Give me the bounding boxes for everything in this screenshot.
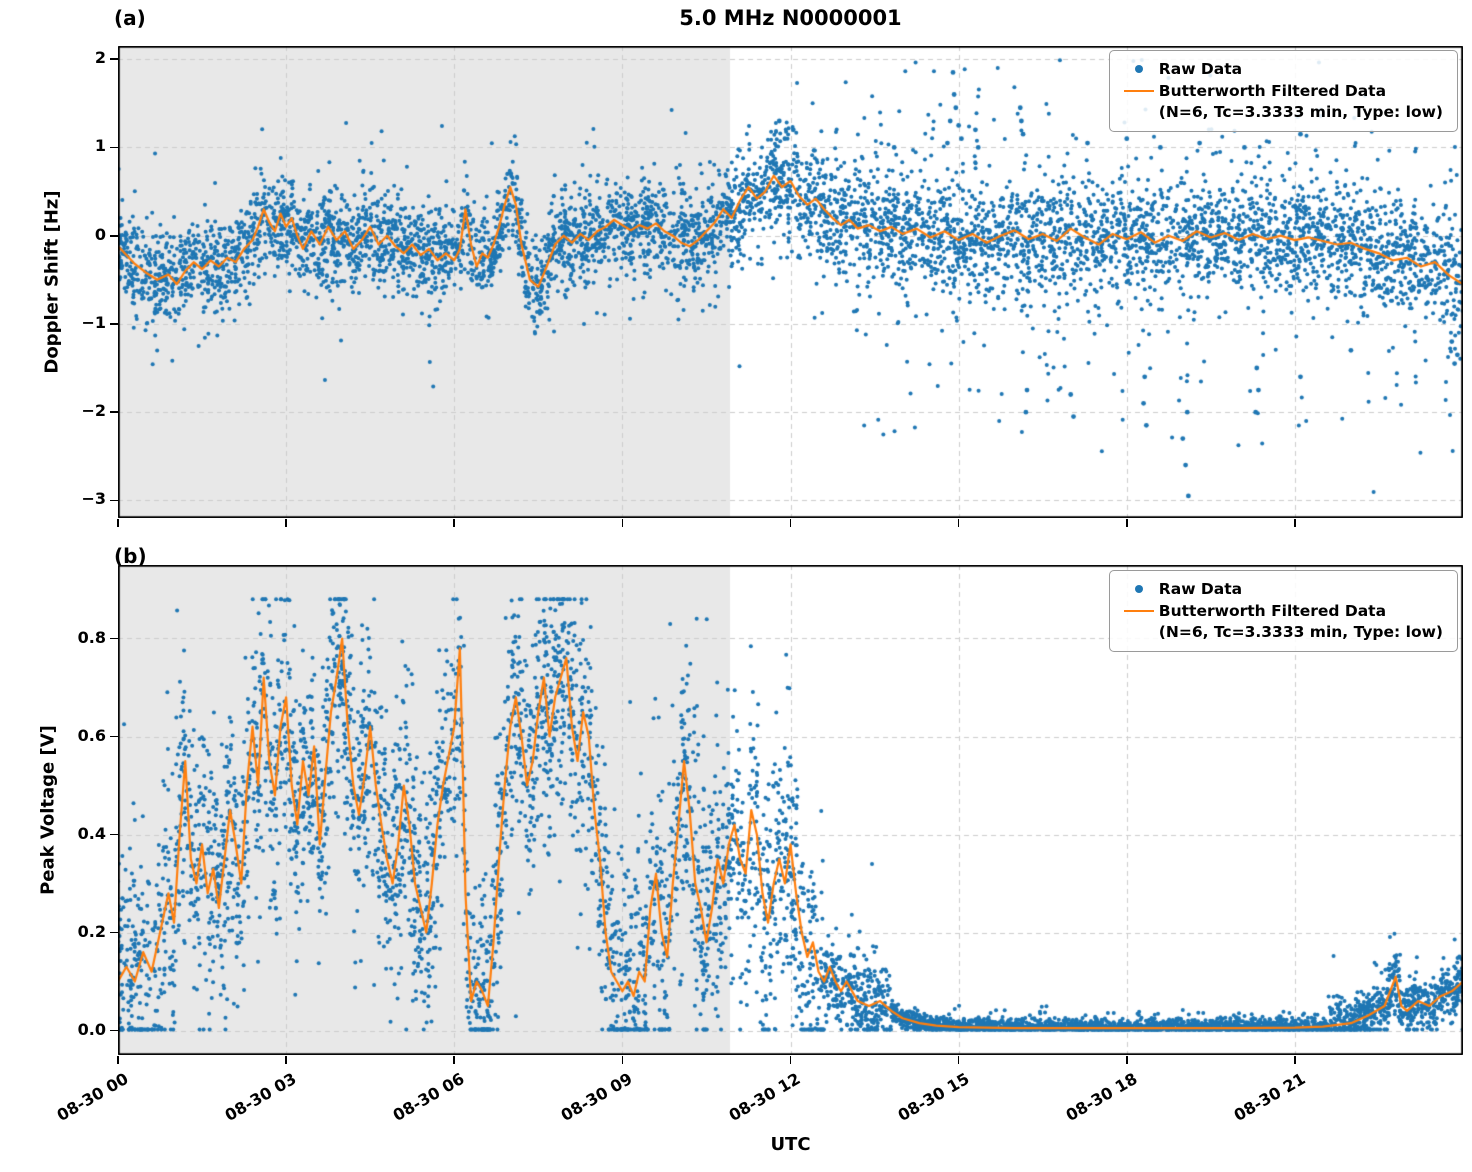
x-tick-mark	[957, 1056, 960, 1064]
x-tick-mark	[453, 519, 456, 527]
y-tick-mark	[110, 931, 118, 934]
y-tick-label: 0.6	[77, 725, 106, 745]
legend-row-filtered: Butterworth Filtered Data (N=6, Tc=3.333…	[1119, 601, 1443, 643]
x-tick-label: 08-30 09	[557, 1069, 636, 1125]
y-tick-label: 0.4	[77, 823, 106, 843]
filtered-line-icon	[1123, 609, 1154, 612]
legend-filtered-text: Butterworth Filtered Data (N=6, Tc=3.333…	[1159, 81, 1443, 123]
x-tick-label: 08-30 15	[894, 1069, 973, 1125]
x-tick-label: 08-30 21	[1230, 1069, 1309, 1125]
y-tick-mark	[110, 735, 118, 738]
y-tick-label: −2	[81, 401, 106, 421]
x-tick-mark	[117, 519, 119, 527]
x-tick-mark	[1294, 1056, 1296, 1064]
y-axis-label-voltage: Peak Voltage [V]	[37, 725, 59, 895]
x-tick-label: 08-30 18	[1062, 1069, 1141, 1125]
x-tick-mark	[1125, 1056, 1128, 1064]
x-tick-mark	[117, 1056, 119, 1064]
y-tick-label: 2	[94, 48, 106, 68]
x-tick-mark	[285, 1056, 287, 1064]
x-tick-mark	[453, 1056, 456, 1064]
raw-data-marker-icon	[1134, 585, 1143, 593]
legend-raw-label: Raw Data	[1158, 580, 1243, 598]
legend-filtered-label: Butterworth Filtered Data	[1158, 601, 1387, 620]
legend-raw-label: Raw Data	[1158, 60, 1243, 78]
legend-row-filtered: Butterworth Filtered Data (N=6, Tc=3.333…	[1119, 81, 1443, 123]
panel-a-label: (a)	[114, 6, 146, 30]
y-tick-mark	[110, 411, 118, 413]
y-tick-mark	[110, 234, 118, 237]
legend-filtered-label: Butterworth Filtered Data	[1158, 81, 1387, 100]
y-tick-label: 0.0	[77, 1019, 106, 1039]
legend-panel-b: Raw Data Butterworth Filtered Data (N=6,…	[1108, 570, 1458, 652]
x-tick-mark	[285, 519, 287, 527]
y-tick-mark	[110, 833, 118, 836]
y-tick-label: 0.8	[77, 627, 106, 647]
x-tick-mark	[621, 519, 624, 527]
legend-panel-a: Raw Data Butterworth Filtered Data (N=6,…	[1108, 50, 1458, 132]
legend-row-raw: Raw Data	[1119, 59, 1443, 80]
x-tick-label: 08-30 00	[53, 1069, 132, 1125]
plot-title: 5.0 MHz N0000001	[679, 6, 902, 30]
legend-marker-cell	[1119, 601, 1159, 612]
y-tick-mark	[110, 637, 118, 640]
y-tick-label: 0.2	[77, 921, 106, 941]
y-tick-label: −1	[81, 312, 106, 332]
x-tick-mark	[1125, 519, 1128, 527]
y-tick-mark	[110, 146, 118, 149]
x-tick-label: 08-30 12	[726, 1069, 804, 1125]
x-axis-label: UTC	[770, 1134, 811, 1155]
x-tick-mark	[621, 1056, 624, 1064]
raw-data-marker-icon	[1134, 65, 1143, 73]
legend-filtered-sublabel: (N=6, Tc=3.3333 min, Type: low)	[1158, 102, 1443, 121]
x-tick-mark	[789, 1056, 792, 1064]
y-tick-mark	[110, 323, 118, 325]
legend-marker-cell	[1119, 59, 1159, 73]
y-tick-mark	[110, 499, 118, 502]
x-tick-mark	[1294, 519, 1296, 527]
x-tick-label: 08-30 03	[221, 1069, 300, 1125]
y-axis-label-doppler: Doppler Shift [Hz]	[41, 190, 63, 374]
filtered-line-icon	[1123, 89, 1154, 92]
y-tick-label: 1	[94, 136, 106, 156]
x-tick-mark	[957, 519, 960, 527]
legend-marker-cell	[1119, 579, 1159, 593]
legend-marker-cell	[1119, 81, 1159, 92]
panel-b-label: (b)	[114, 544, 147, 568]
y-tick-label: −3	[81, 489, 106, 509]
y-tick-label: 0	[94, 224, 106, 244]
x-tick-label: 08-30 06	[389, 1069, 468, 1125]
y-tick-mark	[110, 1029, 118, 1032]
x-tick-mark	[789, 519, 792, 527]
legend-filtered-sublabel: (N=6, Tc=3.3333 min, Type: low)	[1158, 622, 1443, 641]
legend-filtered-text: Butterworth Filtered Data (N=6, Tc=3.333…	[1159, 601, 1443, 643]
legend-row-raw: Raw Data	[1119, 579, 1443, 600]
y-tick-mark	[110, 58, 118, 61]
